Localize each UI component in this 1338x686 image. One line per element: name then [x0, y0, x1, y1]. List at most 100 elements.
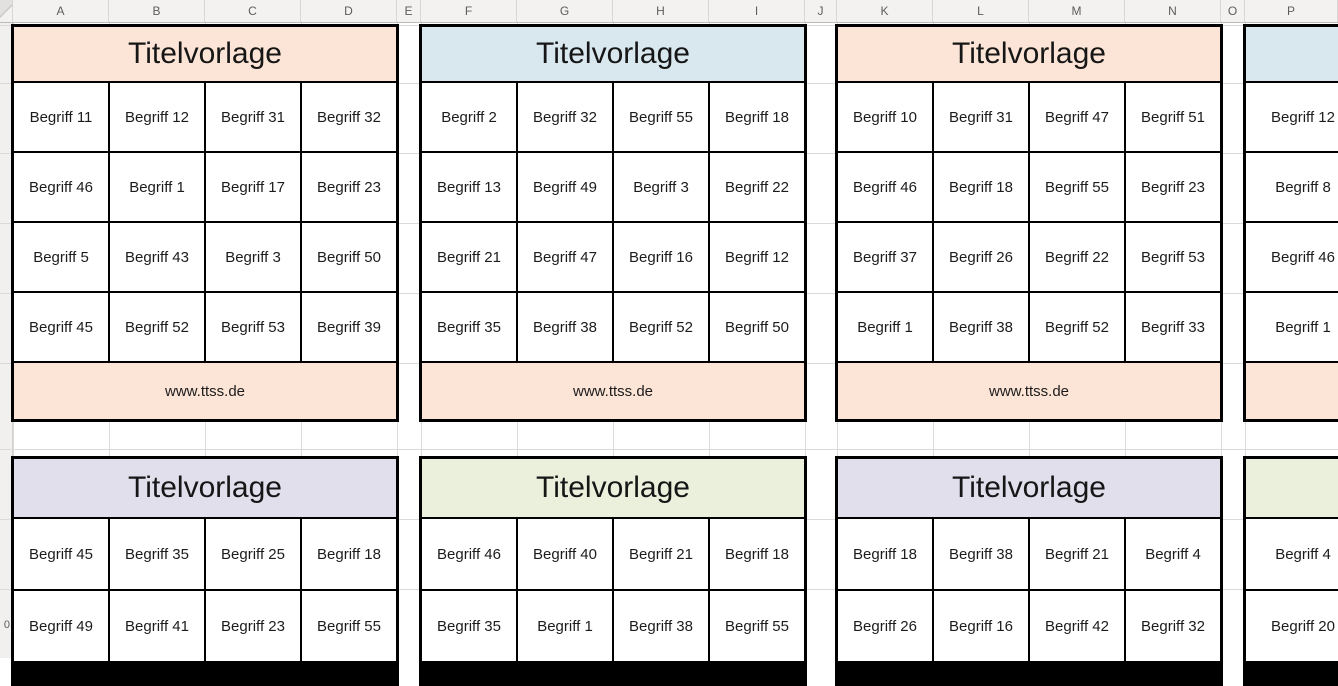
card-cell[interactable]: Begriff 37 [838, 223, 932, 291]
card-cell[interactable]: Begriff 55 [710, 591, 804, 661]
card-cell[interactable]: Begriff 3 [614, 153, 708, 221]
column-header-l[interactable]: L [933, 0, 1029, 22]
card-cell[interactable]: Begriff 52 [110, 293, 204, 361]
card-cell[interactable]: Begriff 49 [14, 591, 108, 661]
card-footer[interactable]: www.ttss.de [422, 363, 804, 419]
card-cell[interactable]: Begriff 1 [518, 591, 612, 661]
card-cell[interactable]: Begriff 32 [1126, 591, 1220, 661]
card-cell[interactable]: Begriff 39 [302, 293, 396, 361]
card-cell[interactable]: Begriff 1 [1246, 293, 1338, 361]
column-header-p[interactable]: P [1245, 0, 1338, 22]
column-header-a[interactable]: A [13, 0, 109, 22]
card-cell[interactable]: Begriff 38 [934, 293, 1028, 361]
card-cell[interactable]: Begriff 33 [1126, 293, 1220, 361]
card-cell[interactable]: Begriff 23 [206, 591, 300, 661]
card-cell[interactable]: Begriff 38 [614, 591, 708, 661]
card-cell[interactable]: Begriff 26 [934, 223, 1028, 291]
card-title[interactable] [1246, 459, 1338, 517]
card-cell[interactable]: Begriff 5 [14, 223, 108, 291]
card-cell[interactable]: Begriff 26 [838, 591, 932, 661]
card-cell[interactable]: Begriff 20 [1246, 591, 1338, 661]
card-cell[interactable]: Begriff 13 [422, 153, 516, 221]
card-cell[interactable]: Begriff 52 [1030, 293, 1124, 361]
card-cell[interactable]: Begriff 3 [206, 223, 300, 291]
card-cell[interactable]: Begriff 31 [934, 83, 1028, 151]
card-title[interactable]: Titelvorlage [422, 459, 804, 517]
row-number[interactable]: 0 [3, 618, 10, 631]
card-cell[interactable]: Begriff 52 [614, 293, 708, 361]
card-cell[interactable]: Begriff 18 [710, 83, 804, 151]
card-cell[interactable]: Begriff 32 [302, 83, 396, 151]
card-cell[interactable]: Begriff 1 [838, 293, 932, 361]
card-cell[interactable]: Begriff 45 [14, 293, 108, 361]
card-cell[interactable]: Begriff 53 [1126, 223, 1220, 291]
column-header-k[interactable]: K [837, 0, 933, 22]
card-cell[interactable]: Begriff 47 [1030, 83, 1124, 151]
card-cell[interactable]: Begriff 12 [710, 223, 804, 291]
card-footer[interactable] [1246, 363, 1338, 419]
card-cell[interactable]: Begriff 55 [1030, 153, 1124, 221]
card-cell[interactable]: Begriff 23 [302, 153, 396, 221]
card-cell[interactable]: Begriff 46 [422, 519, 516, 589]
card-cell[interactable]: Begriff 1 [110, 153, 204, 221]
card-cell[interactable]: Begriff 25 [206, 519, 300, 589]
card-cell[interactable]: Begriff 4 [1246, 519, 1338, 589]
card-cell[interactable]: Begriff 17 [206, 153, 300, 221]
card-cell[interactable]: Begriff 12 [110, 83, 204, 151]
card-cell[interactable]: Begriff 40 [518, 519, 612, 589]
card-cell[interactable]: Begriff 18 [302, 519, 396, 589]
card-cell[interactable]: Begriff 46 [1246, 223, 1338, 291]
card-cell[interactable]: Begriff 31 [206, 83, 300, 151]
card-footer[interactable]: www.ttss.de [838, 363, 1220, 419]
card-cell[interactable]: Begriff 42 [1030, 591, 1124, 661]
card-cell[interactable]: Begriff 18 [838, 519, 932, 589]
card-cell[interactable]: Begriff 38 [518, 293, 612, 361]
column-header-n[interactable]: N [1125, 0, 1221, 22]
card-cell[interactable]: Begriff 32 [518, 83, 612, 151]
card-cell[interactable]: Begriff 43 [110, 223, 204, 291]
column-header-c[interactable]: C [205, 0, 301, 22]
card-cell[interactable]: Begriff 50 [710, 293, 804, 361]
card-cell[interactable]: Begriff 55 [302, 591, 396, 661]
card-cell[interactable]: Begriff 16 [934, 591, 1028, 661]
card-cell[interactable]: Begriff 18 [710, 519, 804, 589]
card-title[interactable]: Titelvorlage [838, 27, 1220, 81]
card-title[interactable]: Titelvorlage [14, 27, 396, 81]
card-cell[interactable]: Begriff 21 [1030, 519, 1124, 589]
card-cell[interactable]: Begriff 22 [710, 153, 804, 221]
column-header-m[interactable]: M [1029, 0, 1125, 22]
column-header-o[interactable]: O [1221, 0, 1245, 22]
card-cell[interactable]: Begriff 35 [422, 293, 516, 361]
card-cell[interactable]: Begriff 46 [14, 153, 108, 221]
card-cell[interactable]: Begriff 49 [518, 153, 612, 221]
card-cell[interactable]: Begriff 47 [518, 223, 612, 291]
card-cell[interactable]: Begriff 11 [14, 83, 108, 151]
column-header-d[interactable]: D [301, 0, 397, 22]
card-title[interactable] [1246, 27, 1338, 81]
card-title[interactable]: Titelvorlage [14, 459, 396, 517]
column-header-e[interactable]: E [397, 0, 421, 22]
card-cell[interactable]: Begriff 12 [1246, 83, 1338, 151]
column-header-g[interactable]: G [517, 0, 613, 22]
column-header-h[interactable]: H [613, 0, 709, 22]
card-cell[interactable]: Begriff 22 [1030, 223, 1124, 291]
card-title[interactable]: Titelvorlage [422, 27, 804, 81]
card-cell[interactable]: Begriff 16 [614, 223, 708, 291]
card-cell[interactable]: Begriff 46 [838, 153, 932, 221]
card-cell[interactable]: Begriff 41 [110, 591, 204, 661]
column-header-f[interactable]: F [421, 0, 517, 22]
card-cell[interactable]: Begriff 21 [422, 223, 516, 291]
card-cell[interactable]: Begriff 53 [206, 293, 300, 361]
column-header-i[interactable]: I [709, 0, 805, 22]
card-cell[interactable]: Begriff 2 [422, 83, 516, 151]
card-cell[interactable]: Begriff 35 [110, 519, 204, 589]
card-cell[interactable]: Begriff 55 [614, 83, 708, 151]
card-cell[interactable]: Begriff 35 [422, 591, 516, 661]
card-cell[interactable]: Begriff 10 [838, 83, 932, 151]
card-title[interactable]: Titelvorlage [838, 459, 1220, 517]
card-cell[interactable]: Begriff 50 [302, 223, 396, 291]
select-all-corner[interactable] [0, 0, 13, 22]
card-cell[interactable]: Begriff 8 [1246, 153, 1338, 221]
column-header-j[interactable]: J [805, 0, 837, 22]
column-header-b[interactable]: B [109, 0, 205, 22]
